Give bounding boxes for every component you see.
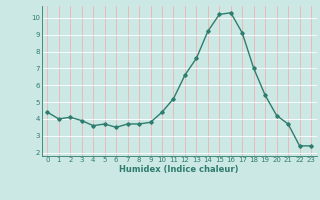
X-axis label: Humidex (Indice chaleur): Humidex (Indice chaleur): [119, 165, 239, 174]
